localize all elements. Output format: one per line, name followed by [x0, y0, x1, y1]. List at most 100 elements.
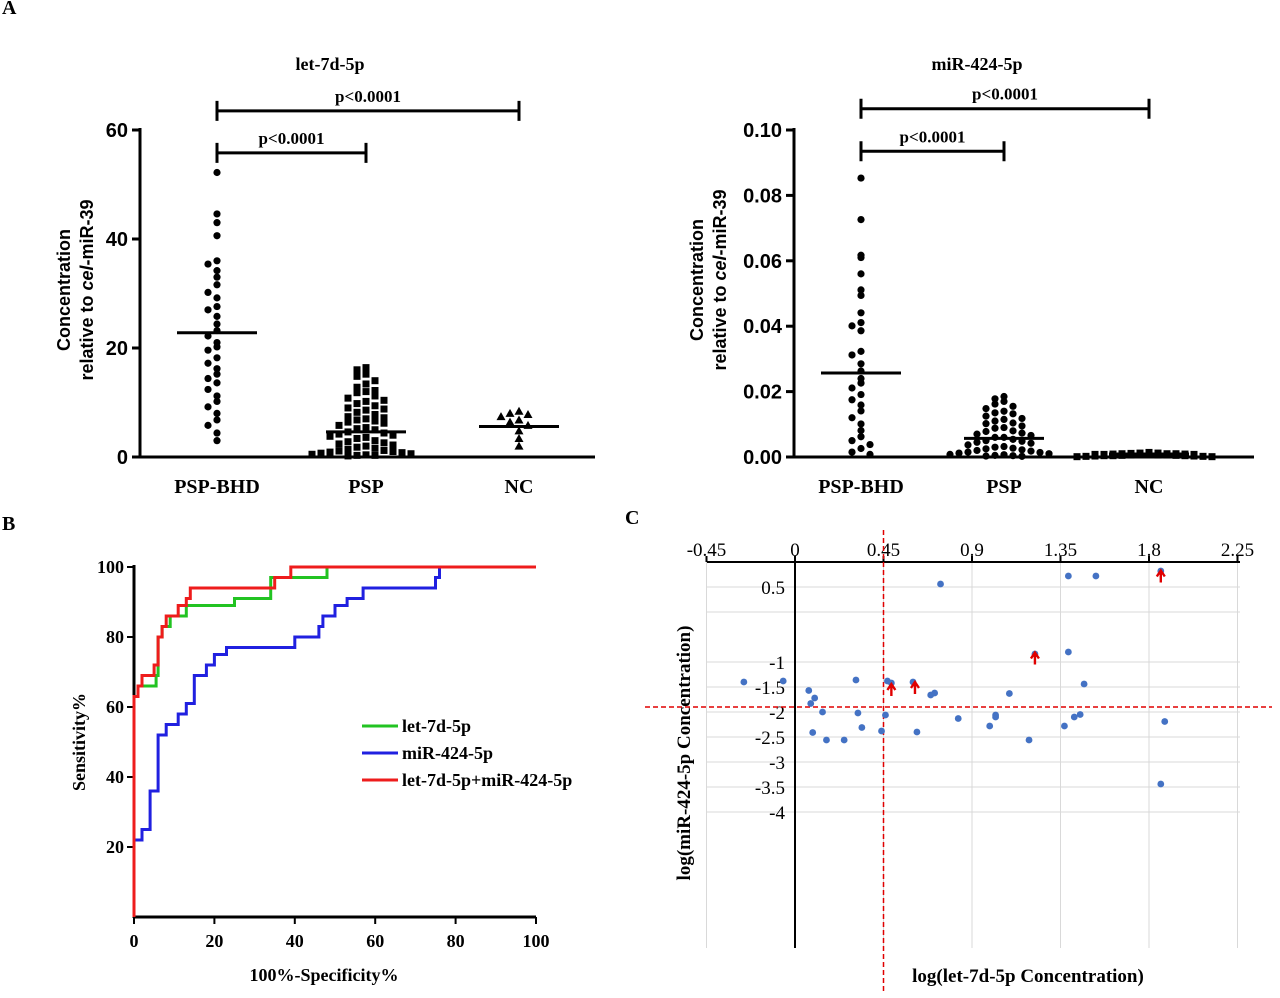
a1-data-point: [213, 302, 221, 311]
a1-data-point: [344, 418, 352, 426]
a1-data-point: [335, 447, 343, 455]
c-ytick-label: -1.5: [755, 678, 785, 699]
c-data-point: [937, 580, 944, 588]
a2-data-point: [982, 427, 990, 436]
a2-data-point: [1009, 402, 1017, 410]
a1-data-point: [204, 306, 212, 314]
c-data-point: [809, 729, 817, 736]
a1-data-point: [362, 433, 370, 441]
a1-data-point: [353, 434, 361, 442]
a2-data-point: [857, 286, 865, 294]
a1-data-point: [353, 383, 361, 391]
chart-c-cutoff-lines: [645, 530, 1272, 993]
chart-a2-ylabel-pre: relative to: [710, 281, 730, 371]
a2-data-point: [991, 417, 999, 425]
c-highlight-arrow: [1155, 568, 1166, 583]
a1-data-point: [213, 354, 221, 362]
c-data-point: [779, 677, 787, 685]
a1-p-value-label: p<0.0001: [259, 129, 325, 148]
a2-data-point: [982, 405, 990, 413]
b-xtick-label: 0: [130, 931, 139, 951]
a2-ytick-label: 0.08: [743, 185, 782, 207]
a1-data-point: [362, 442, 370, 450]
chart-c-ticks: -0.45 0 0.45 0.9 1.35 1.8 2.250.5-1-1.5-2-2.5-…: [687, 540, 1254, 824]
a1-data-point: [326, 448, 334, 456]
b-xtick-label: 60: [366, 931, 384, 951]
a1-data-point: [362, 406, 370, 414]
a1-data-point: [505, 408, 515, 417]
a1-data-point: [204, 374, 212, 383]
b-xtick-label: 20: [205, 931, 223, 951]
chart-a1-ylabel-post: -miR-39: [77, 199, 97, 265]
c-data-point: [992, 711, 999, 719]
chart-b-legend: let-7d-5p miR-424-5p let-7d-5p+miR-424-5p: [362, 716, 572, 790]
chart-a2-yticks: 0.00 0.02 0.04 0.06 0.08 0.10: [743, 120, 794, 469]
a1-data-point: [353, 425, 361, 433]
a1-data-point: [389, 448, 397, 456]
c-data-point: [1005, 690, 1013, 697]
a1-data-point: [213, 257, 221, 265]
a1-data-point: [362, 397, 370, 405]
a2-ytick-label: 0.04: [743, 316, 783, 338]
b-ytick-label: 80: [106, 627, 124, 647]
a1-data-point: [514, 406, 524, 415]
a2-data-point: [1082, 452, 1090, 460]
a1-data-point: [371, 437, 379, 445]
c-data-point: [1025, 736, 1033, 744]
chart-mir-424-5p-scatter: miR-424-5p Concentration relative to cel…: [687, 54, 1254, 498]
a1-data-point: [362, 388, 370, 396]
a1-data-point: [204, 403, 212, 411]
a1-data-point: [213, 281, 221, 289]
chart-b-ticks: 0 20 40 60 80 100 20 40 60 80 100: [97, 557, 550, 951]
a2-data-point: [857, 270, 865, 278]
c-ytick-label: -2: [769, 703, 785, 724]
a1-data-point: [380, 405, 388, 413]
b-ytick-label: 20: [106, 837, 124, 857]
a1-data-point: [380, 439, 388, 447]
a1-data-point: [213, 397, 221, 406]
a2-p-value-label: p<0.0001: [900, 127, 966, 146]
c-data-point: [740, 678, 748, 686]
a1-data-point: [213, 320, 221, 328]
a1-data-point: [353, 389, 361, 397]
a1-data-point: [213, 409, 221, 417]
b-xtick-label: 80: [447, 931, 465, 951]
b-ytick-label: 60: [106, 697, 124, 717]
a2-data-point: [982, 420, 990, 428]
a1-data-point: [213, 370, 221, 378]
a1-data-point: [353, 443, 361, 451]
a1-data-point: [213, 392, 221, 400]
a2-data-point: [1100, 452, 1108, 460]
a2-data-point: [857, 407, 865, 415]
a2-p-value-label: p<0.0001: [972, 85, 1038, 104]
a1-data-point: [213, 379, 221, 387]
a2-data-point: [1000, 415, 1008, 423]
a1-data-point: [213, 429, 221, 437]
a1-data-point: [213, 219, 221, 227]
a1-ytick-label: 40: [106, 229, 128, 251]
a1-data-point: [326, 432, 334, 440]
b-series-line-1: [132, 565, 536, 917]
c-ytick-label: -3: [769, 753, 785, 774]
a2-data-point: [857, 327, 865, 335]
a1-category-label: NC: [505, 476, 534, 498]
a1-data-point: [344, 438, 352, 446]
a2-data-point: [848, 437, 856, 445]
c-xtick-label: 2.25: [1221, 540, 1254, 561]
a1-data-point: [204, 421, 212, 429]
a1-data-point: [371, 410, 379, 418]
c-data-point: [1076, 711, 1084, 718]
a1-significance-bracket: [215, 142, 368, 163]
c-data-point: [1080, 680, 1088, 688]
a1-data-point: [204, 359, 212, 367]
chart-a2-xlabels: PSP-BHD PSP NC: [818, 476, 1163, 498]
c-ytick-label: -1: [769, 653, 785, 674]
a1-data-point: [204, 260, 212, 268]
c-data-point: [819, 708, 826, 716]
a2-data-point: [848, 322, 856, 330]
c-data-point: [1157, 780, 1165, 788]
a2-category-label: PSP-BHD: [818, 476, 904, 498]
c-data-point: [1061, 722, 1068, 730]
c-data-point: [1161, 718, 1169, 725]
